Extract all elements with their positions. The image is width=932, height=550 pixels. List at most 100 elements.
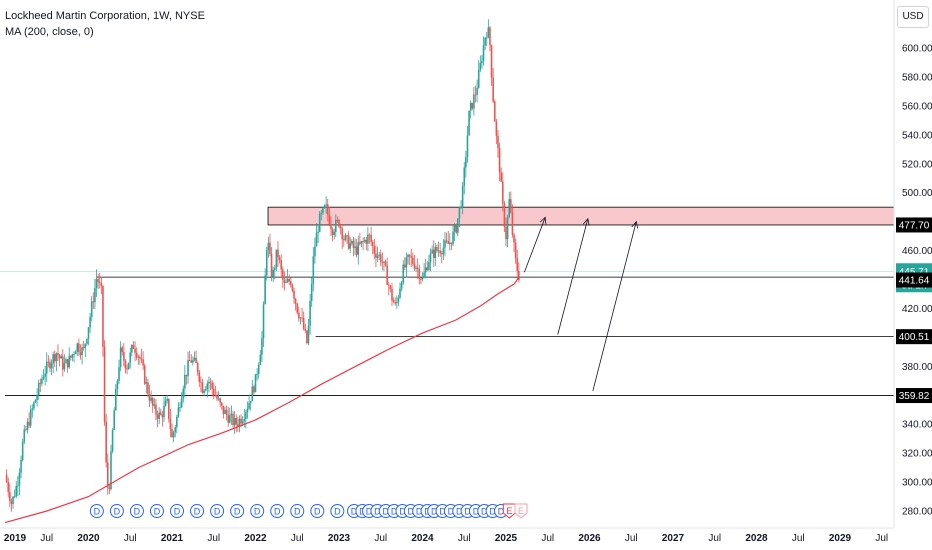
dividend-marker-label-18: D	[391, 507, 398, 517]
candle-body-283	[460, 206, 462, 208]
candle-body-143	[235, 418, 238, 425]
candle-body-141	[232, 413, 234, 426]
candle-body-306	[497, 135, 499, 149]
dividend-marker-label-10: D	[294, 507, 301, 517]
y-tick-2: 320.00	[902, 449, 932, 460]
dividend-marker-label-16: D	[374, 507, 381, 517]
candle-body-19	[36, 395, 38, 400]
candle-body-269	[437, 250, 440, 252]
candle-body-107	[177, 407, 180, 417]
symbol-title[interactable]: Lockheed Martin Corporation, 1W, NYSE	[5, 10, 205, 22]
candle-body-271	[440, 253, 443, 255]
candle-body-211	[344, 235, 347, 241]
candle-body-208	[339, 226, 342, 229]
currency-button[interactable]: USD	[897, 6, 929, 28]
candle-body-183	[299, 317, 302, 319]
candle-body-263	[428, 261, 430, 271]
candle-body-168	[275, 249, 278, 268]
candle-body-203	[331, 229, 334, 236]
dividend-marker-label-15: D	[366, 507, 373, 517]
projection-arrow-0	[523, 217, 546, 273]
candle-body-60	[102, 285, 104, 347]
ma-indicator-label[interactable]: MA (200, close, 0)	[5, 26, 94, 38]
candle-body-277	[450, 242, 453, 245]
candle-body-102	[169, 418, 172, 430]
projection-arrowhead-0	[539, 216, 547, 225]
candle-body-110	[182, 388, 185, 399]
candle-body-184	[301, 317, 303, 319]
candle-body-12	[25, 429, 27, 431]
x-tick-8: 2023	[328, 533, 351, 544]
candle-body-111	[184, 374, 186, 389]
candle-body-247	[402, 264, 405, 283]
dividend-marker-label-25: D	[448, 507, 455, 517]
candle-body-22	[41, 379, 43, 384]
candle-body-56	[95, 279, 98, 288]
candle-body-191	[312, 256, 315, 285]
candle-body-139	[229, 415, 231, 423]
y-tick-1: 300.00	[902, 478, 932, 489]
candle-body-93	[155, 404, 157, 415]
candle-body-41	[71, 354, 74, 358]
candle-body-80	[134, 348, 136, 353]
candle-body-198	[323, 205, 326, 208]
dividend-marker-1	[109, 504, 124, 518]
ma-200-line	[4, 276, 520, 524]
candle-body-202	[330, 224, 332, 230]
candle-body-319	[518, 271, 520, 281]
candle-body-216	[352, 240, 355, 249]
candle-body-173	[283, 280, 286, 283]
dividend-marker-7	[230, 504, 245, 518]
candle-body-206	[336, 219, 339, 221]
candle-body-218	[355, 246, 358, 255]
candle-body-95	[158, 412, 160, 419]
candle-body-174	[285, 282, 287, 283]
candle-body-24	[44, 373, 46, 377]
candle-body-116	[192, 360, 194, 363]
candle-body-105	[174, 427, 177, 433]
dividend-marker-label-5: D	[194, 507, 201, 517]
x-tick-20: 2029	[829, 533, 852, 544]
x-tick-7: Jul	[291, 533, 304, 544]
candle-body-316	[513, 234, 515, 243]
candle-body-14	[28, 421, 30, 426]
level-price-label-0: 441.64	[899, 276, 930, 287]
candle-body-115	[190, 360, 193, 363]
candle-body-160	[262, 304, 265, 339]
candle-body-215	[351, 240, 353, 244]
candle-body-248	[404, 264, 406, 268]
dividend-marker-label-29: D	[481, 507, 488, 517]
candle-body-118	[195, 357, 197, 363]
candle-body-233	[379, 254, 382, 263]
candle-body-252	[410, 256, 413, 258]
x-tick-16: 2027	[662, 533, 685, 544]
candle-body-50	[86, 338, 88, 344]
x-tick-2: 2020	[77, 533, 100, 544]
candle-body-7	[17, 485, 19, 487]
candle-body-156	[256, 373, 258, 375]
candle-body-67	[113, 410, 115, 430]
resistance-zone	[267, 206, 895, 226]
candle-body-114	[188, 360, 191, 361]
candle-body-94	[156, 414, 159, 419]
candle-body-251	[408, 254, 411, 257]
candle-body-264	[429, 253, 432, 262]
candle-body-205	[334, 219, 337, 232]
dividend-marker-label-23: D	[431, 507, 438, 517]
level-price-label-2: 359.82	[899, 391, 930, 402]
y-tick-7: 420.00	[902, 304, 932, 315]
candle-body-259	[421, 277, 424, 280]
level-price-label-1-bg	[896, 329, 932, 345]
last-price-label: 445.71	[899, 267, 930, 278]
candle-body-315	[511, 212, 514, 235]
x-tick-3: Jul	[124, 533, 137, 544]
candle-body-112	[185, 374, 188, 377]
candle-body-70	[118, 367, 120, 381]
y-tick-0: 280.00	[902, 507, 932, 518]
earnings-marker-label-1: E	[518, 506, 524, 516]
candle-body-31	[55, 353, 58, 362]
candle-body-181	[296, 303, 299, 313]
candle-body-11	[23, 429, 26, 442]
candle-body-85	[142, 359, 144, 366]
